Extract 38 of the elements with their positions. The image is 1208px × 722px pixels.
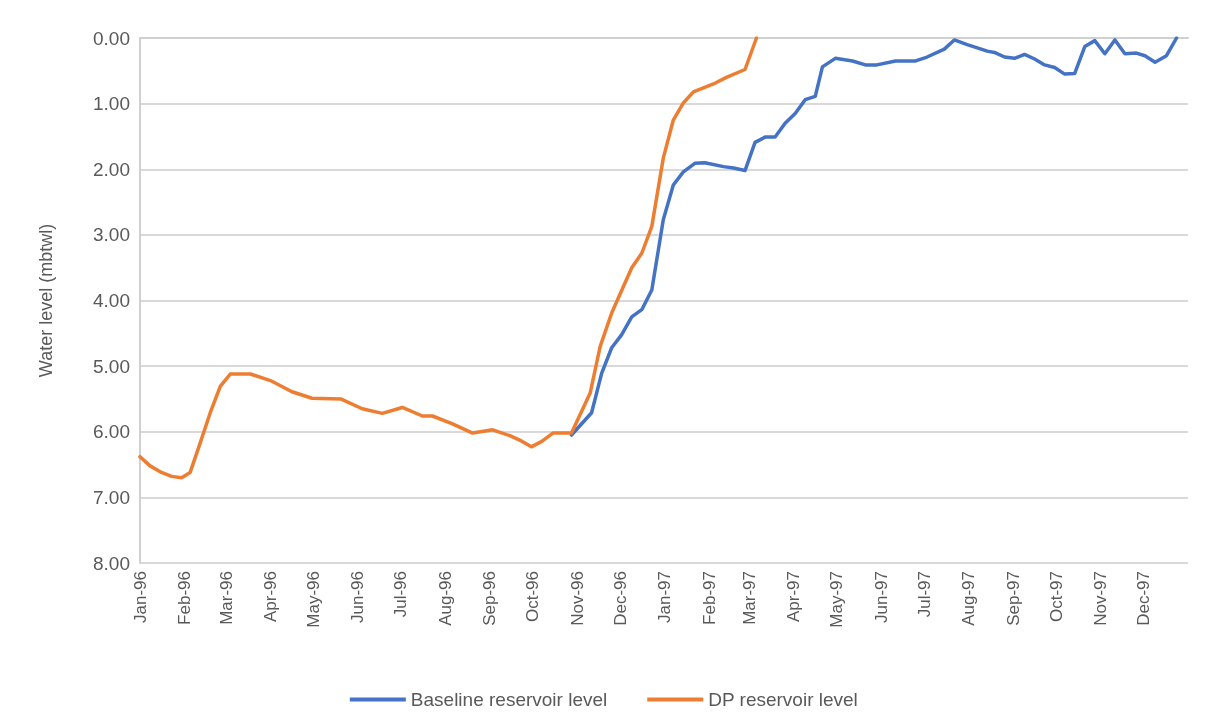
x-tick-label: Apr-97	[784, 571, 804, 623]
y-tick-label: 7.00	[93, 486, 130, 508]
x-tick-label: Aug-96	[435, 571, 455, 626]
y-tick-label: 2.00	[93, 158, 130, 180]
x-tick-label: Aug-97	[959, 571, 979, 626]
y-tick-label: 1.00	[93, 93, 130, 115]
x-tick-label: May-97	[827, 571, 847, 628]
x-tick-label: Oct-97	[1046, 571, 1066, 623]
x-tick-label: Dec-96	[610, 571, 630, 626]
x-tick-label: Oct-96	[523, 571, 543, 623]
y-tick-label: 3.00	[93, 224, 130, 246]
legend-label: DP reservoir level	[708, 689, 858, 710]
x-tick-label: Apr-96	[260, 571, 280, 623]
x-tick-label: Jul-97	[914, 571, 934, 618]
x-tick-label: Jul-96	[391, 571, 411, 618]
x-tick-label: Jan-96	[130, 571, 150, 623]
line-series	[138, 36, 759, 480]
x-tick-label: Feb-97	[699, 571, 719, 625]
x-tick-label: Mar-96	[216, 571, 236, 625]
x-tick-label: Jun-97	[871, 571, 891, 623]
x-tick-label: Feb-96	[174, 571, 194, 625]
y-tick-label: 8.00	[93, 552, 130, 574]
y-tick-label: 5.00	[93, 355, 130, 377]
x-tick-label: Nov-96	[567, 571, 587, 626]
y-tick-label: 0.00	[93, 27, 130, 49]
x-tick-label: May-96	[303, 571, 323, 628]
y-tick-label: 6.00	[93, 421, 130, 443]
legend-label: Baseline reservoir level	[410, 689, 608, 710]
x-tick-label: Nov-97	[1091, 571, 1111, 626]
x-tick-label: Jun-96	[348, 571, 368, 623]
x-tick-label: Sep-96	[480, 571, 500, 626]
x-tick-label: Sep-97	[1003, 571, 1023, 626]
x-tick-label: Jan-97	[655, 571, 675, 623]
y-axis-title: Water level (mbtwl)	[36, 223, 56, 378]
line-series	[569, 36, 1179, 437]
y-tick-label: 4.00	[93, 290, 130, 311]
x-tick-label: Mar-97	[739, 571, 759, 625]
x-tick-label: Dec-97	[1134, 571, 1154, 626]
